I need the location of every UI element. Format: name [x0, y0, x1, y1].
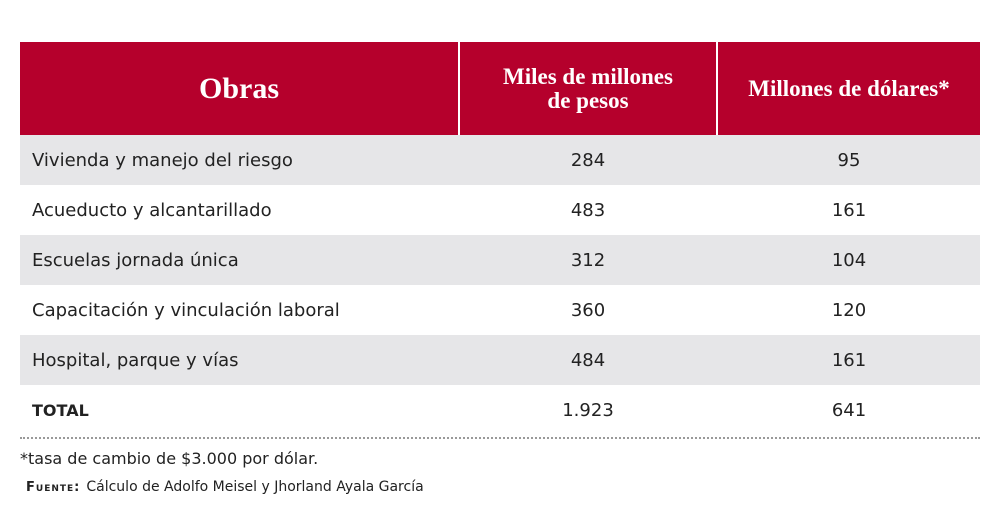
table: Obras Miles de millones de pesos Millone…: [20, 42, 980, 435]
table-cell: Escuelas jornada única: [32, 249, 239, 271]
header-cell: Miles de millones de pesos: [458, 42, 718, 135]
table-row: Hospital, parque y vías 484 161: [20, 335, 980, 385]
table-cell: 360: [570, 299, 606, 321]
table-cell: 284: [570, 149, 606, 171]
table-cell: 484: [570, 349, 606, 371]
table-row: Vivienda y manejo del riesgo 284 95: [20, 135, 980, 185]
source-text: Cálculo de Adolfo Meisel y Jhorland Ayal…: [86, 479, 424, 495]
table-cell: 95: [837, 149, 861, 171]
table-row: Capacitación y vinculación laboral 360 120: [20, 285, 980, 335]
table-cell: 120: [831, 299, 867, 321]
table-cell: 161: [831, 349, 867, 371]
table-cell: 104: [831, 249, 867, 271]
table-cell: 483: [570, 199, 606, 221]
divider: [20, 437, 980, 439]
table-cell: Acueducto y alcantarillado: [32, 199, 272, 221]
header-row: Obras Miles de millones de pesos Millone…: [20, 42, 980, 135]
table-row: TOTAL 1.923 641: [20, 385, 980, 435]
header-cell: Obras: [198, 71, 279, 105]
table-row: Acueducto y alcantarillado 483 161: [20, 185, 980, 235]
table-row: Escuelas jornada única 312 104: [20, 235, 980, 285]
table-cell: Hospital, parque y vías: [32, 349, 239, 371]
table-cell: 641: [831, 399, 867, 421]
footnote: *tasa de cambio de $3.000 por dólar.: [20, 449, 319, 468]
source-label: Fuente:: [26, 480, 81, 495]
header-cell: Millones de dólares*: [748, 75, 950, 101]
table-cell: TOTAL: [32, 400, 89, 420]
table-cell: 161: [831, 199, 867, 221]
table-cell: Capacitación y vinculación laboral: [32, 299, 340, 321]
table-cell: 312: [570, 249, 606, 271]
source: Fuente: Cálculo de Adolfo Meisel y Jhorla…: [26, 479, 424, 495]
table-cell: Vivienda y manejo del riesgo: [32, 149, 293, 171]
table-cell: 1.923: [562, 399, 614, 421]
